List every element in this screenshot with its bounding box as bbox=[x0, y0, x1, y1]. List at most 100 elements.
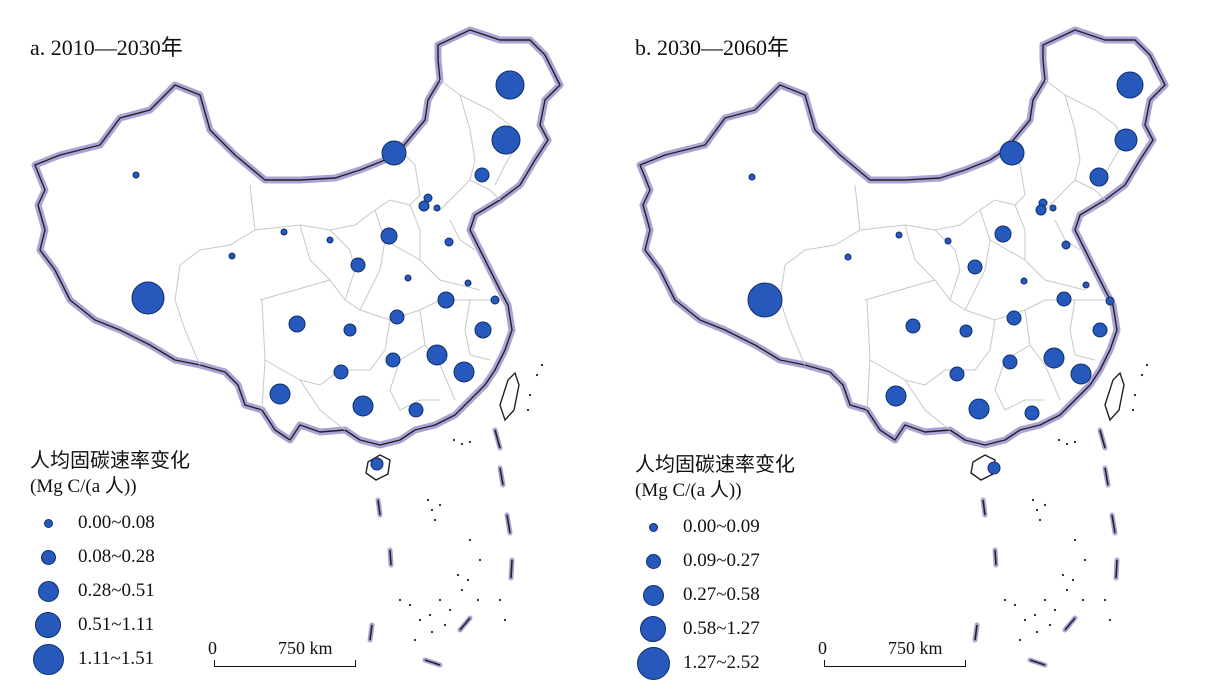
province-bubble bbox=[999, 140, 1025, 166]
china-map bbox=[31, 26, 564, 668]
legend-class-2: 0.08~0.28 bbox=[30, 540, 190, 574]
island-dot bbox=[1048, 623, 1052, 627]
island-dot bbox=[460, 588, 464, 592]
island-dot bbox=[1071, 578, 1075, 582]
province-boundary bbox=[464, 299, 491, 361]
panel-title: a. 2010—2030年 bbox=[30, 35, 183, 60]
maritime-line bbox=[494, 429, 501, 449]
legend-class-2: 0.09~0.27 bbox=[635, 544, 795, 578]
island-dot bbox=[1003, 598, 1007, 602]
province-bubble bbox=[490, 295, 500, 305]
scale-bar: 0 750 km bbox=[818, 638, 966, 668]
maritime-line bbox=[982, 499, 986, 516]
maritime-line bbox=[369, 624, 373, 641]
province-bubble bbox=[333, 364, 349, 380]
island-dot bbox=[1031, 498, 1035, 502]
maritime-line bbox=[459, 617, 471, 631]
maritime-line bbox=[994, 549, 997, 566]
province-bubble bbox=[844, 253, 852, 261]
island-dot bbox=[438, 503, 442, 507]
island-dot bbox=[468, 538, 472, 542]
island-dot bbox=[408, 603, 412, 607]
province-boundary bbox=[1069, 299, 1096, 361]
legend-unit: (Mg C/(a 人)) bbox=[635, 480, 742, 501]
island-dot bbox=[1043, 503, 1047, 507]
island-dot bbox=[1053, 608, 1057, 612]
island-dot bbox=[398, 598, 402, 602]
island-dot bbox=[452, 438, 456, 442]
maritime-line bbox=[1111, 514, 1116, 534]
legend-circle-icon bbox=[35, 612, 61, 638]
island-dot bbox=[535, 373, 539, 377]
province-bubble bbox=[423, 193, 433, 203]
province-bubble bbox=[994, 225, 1012, 243]
legend-circle-icon bbox=[43, 518, 53, 528]
island-dot bbox=[468, 440, 472, 444]
province-bubble bbox=[1105, 296, 1115, 306]
province-boundary bbox=[904, 379, 951, 431]
island-dot bbox=[1083, 558, 1087, 562]
taiwan-island bbox=[1104, 371, 1125, 422]
province-bubble bbox=[444, 237, 454, 247]
maritime-line bbox=[424, 659, 441, 666]
province-bubble bbox=[453, 361, 475, 383]
province-bubble bbox=[949, 366, 965, 382]
legend-class-1: 0.00~0.09 bbox=[635, 510, 795, 544]
province-bubble bbox=[885, 385, 907, 407]
maritime-line bbox=[974, 624, 978, 641]
province-bubble bbox=[987, 461, 1001, 475]
province-bubble bbox=[228, 252, 236, 260]
island-dot bbox=[1035, 630, 1039, 634]
island-dot bbox=[413, 638, 417, 642]
maritime-line bbox=[377, 499, 381, 516]
legend-class-3: 0.28~0.51 bbox=[30, 574, 190, 608]
province-boundary bbox=[359, 299, 500, 321]
province-bubble bbox=[1056, 291, 1072, 307]
province-boundary bbox=[174, 264, 201, 366]
province-boundary bbox=[779, 264, 806, 366]
island-dot bbox=[1073, 538, 1077, 542]
province-bubble bbox=[495, 70, 525, 100]
island-dot bbox=[1108, 618, 1112, 622]
province-boundary bbox=[299, 319, 391, 386]
island-dot bbox=[430, 630, 434, 634]
province-bubble bbox=[437, 291, 455, 309]
legend-circle-icon bbox=[37, 580, 59, 602]
island-dot bbox=[1023, 618, 1027, 622]
province-bubble bbox=[343, 323, 357, 337]
legend-class-3: 0.27~0.58 bbox=[635, 578, 795, 612]
island-dot bbox=[503, 618, 507, 622]
province-bubble bbox=[1020, 277, 1028, 285]
island-dot bbox=[1065, 442, 1069, 446]
province-bubble bbox=[1061, 240, 1071, 250]
legend: 人均固碳速率变化 (Mg C/(a 人)) 0.00~0.08 0.08~0.2… bbox=[30, 448, 190, 676]
island-dot bbox=[1013, 603, 1017, 607]
province-bubble bbox=[132, 171, 140, 179]
island-dot bbox=[430, 508, 434, 512]
province-bubble bbox=[1070, 363, 1092, 385]
island-dot bbox=[418, 618, 422, 622]
island-dot bbox=[1140, 373, 1144, 377]
legend-title: 人均固碳速率变化 bbox=[635, 454, 795, 476]
province-boundary bbox=[964, 299, 1105, 321]
province-bubble bbox=[968, 398, 990, 420]
province-boundary bbox=[469, 179, 501, 201]
island-dot bbox=[1018, 638, 1022, 642]
province-bubble bbox=[418, 200, 430, 212]
province-bubble bbox=[944, 237, 952, 245]
legend-class-5: 1.11~1.51 bbox=[30, 642, 190, 676]
maritime-line bbox=[1064, 617, 1076, 631]
island-dot bbox=[448, 608, 452, 612]
legend-unit: (Mg C/(a 人)) bbox=[30, 476, 137, 497]
province-bubble bbox=[905, 318, 921, 334]
province-bubble bbox=[967, 259, 983, 275]
maritime-line bbox=[499, 467, 504, 486]
province-boundary bbox=[869, 359, 906, 381]
map-layer bbox=[636, 26, 1169, 668]
province-boundary bbox=[439, 94, 476, 211]
province-bubble bbox=[748, 173, 756, 181]
province-bubble bbox=[1024, 405, 1040, 421]
island-dot bbox=[466, 578, 470, 582]
legend-class-1: 0.00~0.08 bbox=[30, 506, 190, 540]
province-boundary bbox=[409, 204, 481, 291]
